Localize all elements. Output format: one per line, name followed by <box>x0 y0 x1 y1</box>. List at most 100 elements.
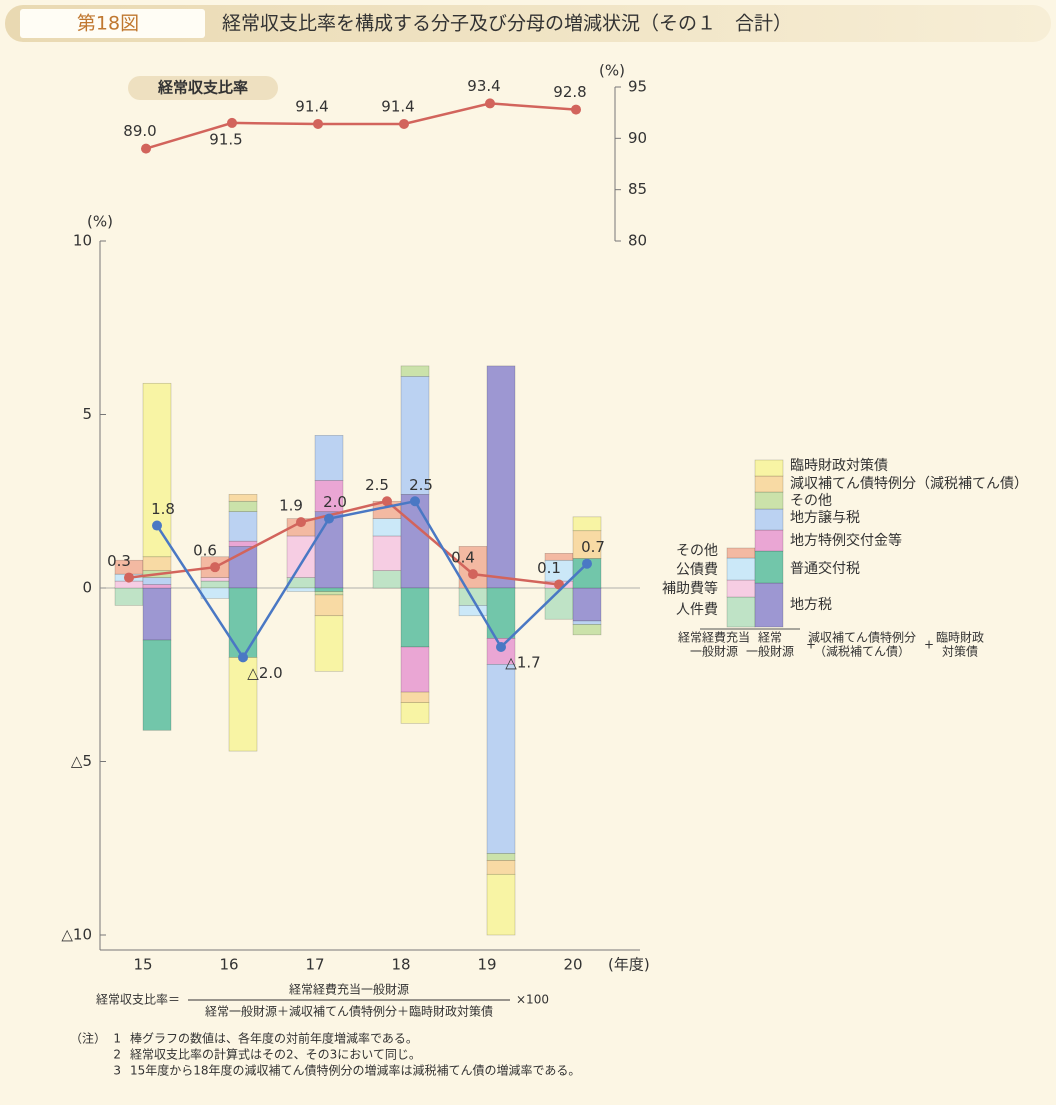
top-value-label: 93.4 <box>467 77 500 95</box>
legend-caption: 一般財源 <box>690 644 738 659</box>
legend-label: 人件費 <box>676 602 718 618</box>
line-point <box>152 520 162 531</box>
x-tick-label: 18 <box>391 956 410 974</box>
legend-caption: （減税補てん債） <box>814 644 910 659</box>
bar-segment <box>400 691 430 703</box>
line-value-label: 2.0 <box>323 493 347 511</box>
bar-segment <box>142 577 172 585</box>
figure-title: 経常収支比率を構成する分子及び分母の増減状況（その１ 合計） <box>222 13 792 35</box>
legend-label: 減収補てん債特例分（減税補てん債） <box>790 475 1028 492</box>
bar-segment <box>572 587 602 622</box>
bar-segment <box>486 365 516 589</box>
note-number: 1 <box>113 1032 121 1046</box>
legend-swatch <box>726 547 756 559</box>
x-tick-label: 15 <box>133 956 152 974</box>
y-tick-label: △5 <box>71 752 92 770</box>
bar-segment <box>400 365 430 377</box>
y-tick-label: 10 <box>73 232 92 250</box>
bar-segment <box>314 615 344 672</box>
top-y-tick-label: 80 <box>628 232 647 250</box>
line-value-label: 1.9 <box>279 497 303 515</box>
line-value-label: 0.6 <box>193 542 217 560</box>
y-unit: (%) <box>87 213 113 231</box>
bar-segment <box>286 587 316 592</box>
x-tick-label: 16 <box>219 956 238 974</box>
note-text: 棒グラフの数値は、各年度の対前年度増減率である。 <box>130 1031 418 1046</box>
top-y-tick-label: 90 <box>628 129 647 147</box>
y-tick-label: 5 <box>82 405 92 423</box>
line-point <box>468 569 478 580</box>
line-point <box>410 496 420 507</box>
legend-swatch <box>754 459 784 477</box>
line <box>128 499 560 586</box>
bar-segment <box>314 587 344 592</box>
line-value-label: 1.8 <box>151 500 175 518</box>
bar-segment <box>372 518 402 537</box>
note-number: 2 <box>113 1048 121 1062</box>
legend-label: 地方譲与税 <box>790 510 860 526</box>
legend-label: 臨時財政対策債 <box>790 457 888 474</box>
legend-label: その他 <box>790 493 832 509</box>
legend-label: その他 <box>676 543 718 559</box>
bar-segment <box>314 480 344 512</box>
legend-swatch <box>754 529 784 552</box>
bar-segment <box>400 376 430 495</box>
top-point <box>485 98 495 109</box>
top-y-unit: (%) <box>599 62 625 80</box>
bar-segment <box>572 620 602 625</box>
legend-label: 地方特例交付金等 <box>790 532 902 549</box>
bar-segment <box>372 535 402 571</box>
bar-segment <box>228 540 258 547</box>
formula-numerator: 経常経費充当一般財源 <box>289 982 409 997</box>
top-point <box>399 118 409 129</box>
bar-segment <box>486 860 516 875</box>
top-value-label: 89.0 <box>123 122 156 140</box>
line-value-label: 0.1 <box>537 559 561 577</box>
legend-label: 補助費等 <box>662 580 718 597</box>
header-bar <box>5 5 1051 42</box>
bar-segment <box>572 530 602 559</box>
line-point <box>582 558 592 569</box>
x-tick-label: 17 <box>305 956 324 974</box>
figure-badge <box>20 9 205 38</box>
legend-label: 普通交付税 <box>790 561 860 577</box>
bar-segment <box>142 587 172 641</box>
legend-swatch <box>754 582 784 628</box>
legend-caption: 減収補てん債特例分 <box>808 630 916 645</box>
legend-caption: 経常経費充当 <box>678 630 750 645</box>
bar-segment <box>114 587 144 606</box>
formula-denominator: 経常一般財源＋減収補てん債特例分＋臨時財政対策債 <box>205 1004 493 1019</box>
y-tick-label: △10 <box>61 926 92 944</box>
top-point <box>227 117 237 128</box>
bar-segment <box>572 516 602 532</box>
bar-segment <box>200 580 230 589</box>
line-point <box>382 496 392 507</box>
line-value-label: △1.7 <box>505 653 540 671</box>
bar-segment <box>314 511 344 589</box>
top-value-label: 91.4 <box>295 97 328 115</box>
bar-segment <box>286 535 316 578</box>
bar-segment <box>572 624 602 636</box>
line-value-label: △2.0 <box>247 664 282 682</box>
bar-segment <box>400 702 430 724</box>
legend-caption: 対策債 <box>942 644 978 659</box>
note-number: 3 <box>113 1064 121 1078</box>
top-value-label: 91.4 <box>381 97 414 115</box>
legend-swatch <box>726 557 756 581</box>
line <box>155 499 588 660</box>
top-chart-title: 経常収支比率 <box>157 79 248 97</box>
bar-segment <box>142 584 172 589</box>
bar-segment <box>486 873 516 936</box>
bar-segment <box>400 587 430 648</box>
bar-segment <box>142 639 172 731</box>
top-line <box>145 102 577 150</box>
x-unit: (年度) <box>608 956 650 974</box>
notes-label: （注） <box>70 1032 106 1046</box>
bar-segment <box>314 591 344 596</box>
bar-segment <box>544 587 574 620</box>
bar-segment <box>314 435 344 481</box>
line-value-label: 2.5 <box>409 476 433 494</box>
line-value-label: 0.4 <box>451 549 475 567</box>
legend-label: 公債費 <box>676 562 718 578</box>
formula-lhs: 経常収支比率＝ <box>96 993 180 1007</box>
